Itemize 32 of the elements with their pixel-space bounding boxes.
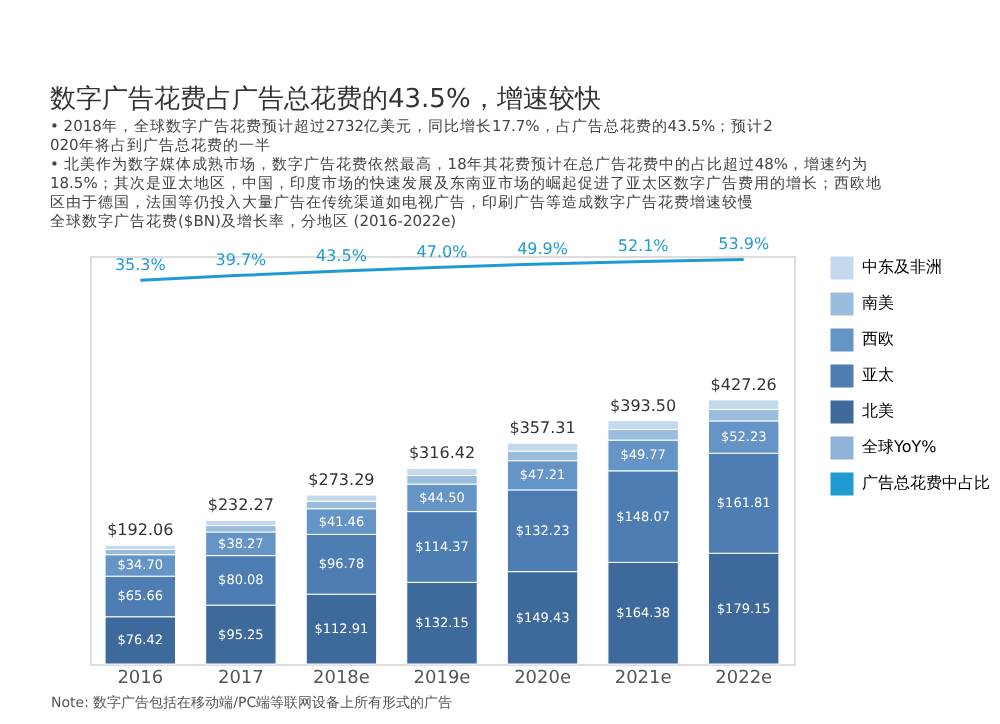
- total-label: $316.42: [408, 444, 476, 463]
- legend-label: 北美: [862, 402, 894, 420]
- total-label: $427.26: [710, 375, 777, 394]
- data-label: 35.3%: [114, 256, 167, 275]
- total-label: $232.27: [207, 496, 274, 515]
- bar: [205, 519, 277, 527]
- legend-label: 西欧: [862, 330, 894, 348]
- data-label: 53.9%: [718, 235, 770, 254]
- x-tick-label: 2016: [117, 669, 164, 689]
- legend-label: 南美: [862, 294, 894, 312]
- bar: [305, 494, 378, 502]
- total-label: $393.50: [610, 396, 677, 415]
- total-label: $273.29: [308, 471, 375, 490]
- legend-label: 亚太: [862, 366, 894, 384]
- x-tick-label: 2017: [217, 669, 264, 689]
- chart-title: 数字广告花费占广告总花费的43.5%，增速较快: [50, 83, 601, 116]
- total-label: $357.31: [509, 419, 576, 438]
- x-tick-label: 2019e: [413, 669, 472, 689]
- data-label: 49.9%: [517, 239, 569, 258]
- legend-label: 全球YoY%: [862, 438, 938, 456]
- data-label: 47.0%: [416, 243, 469, 262]
- x-tick-label: 2022e: [715, 669, 774, 689]
- x-tick-label: 2021e: [614, 669, 673, 689]
- legend-label: 广告总花费中占比: [862, 474, 990, 492]
- x-tick-label: 2018e: [312, 669, 371, 689]
- data-label: 39.7%: [215, 251, 268, 270]
- x-tick-label: 2020e: [514, 669, 572, 689]
- legend-label: 中东及非洲: [862, 258, 942, 276]
- bar: [104, 544, 176, 551]
- total-label: $192.06: [107, 521, 174, 540]
- data-label: 52.1%: [617, 237, 670, 256]
- data-label: 43.5%: [316, 247, 368, 266]
